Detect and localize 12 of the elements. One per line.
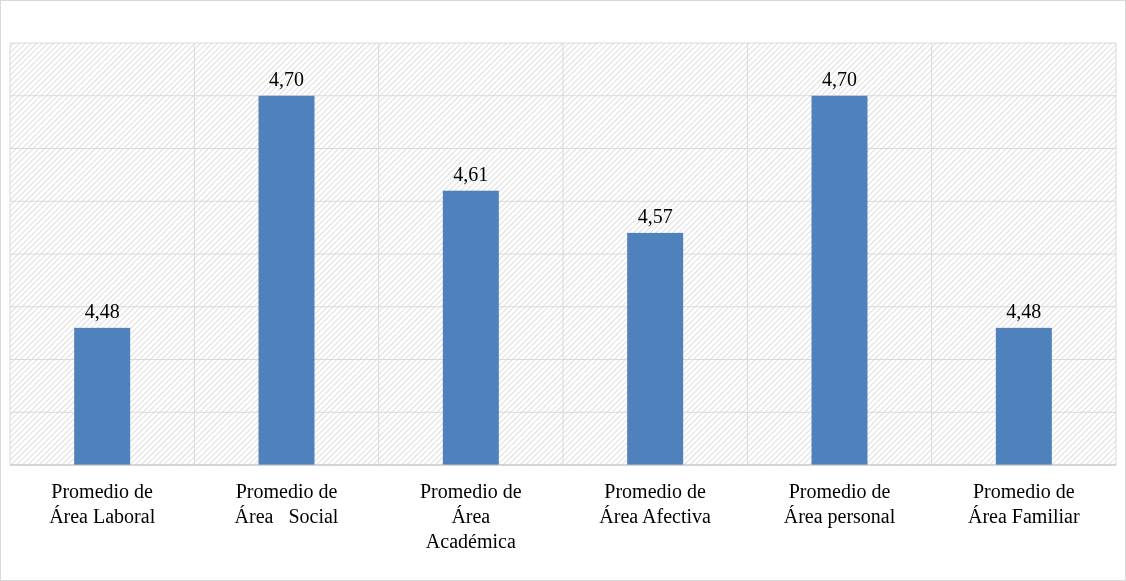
x-tick-label: Promedio de Área Laboral (49, 480, 156, 527)
data-label: 4,48 (84, 299, 120, 322)
data-label: 4,70 (269, 67, 304, 90)
data-label: 4,57 (637, 204, 673, 227)
x-tick-label: Promedio de Área Académica (420, 480, 522, 552)
x-tick-label: Promedio de Área personal (783, 480, 896, 528)
data-label: 4,70 (822, 67, 857, 90)
x-tick-label: Promedio de Área Social (234, 480, 339, 527)
x-tick-label: Promedio de Área Familiar (968, 480, 1080, 527)
x-tick-label: Promedio de Área Afectiva (599, 480, 712, 527)
data-label: 4,61 (453, 162, 489, 185)
data-label: 4,48 (1006, 299, 1042, 322)
